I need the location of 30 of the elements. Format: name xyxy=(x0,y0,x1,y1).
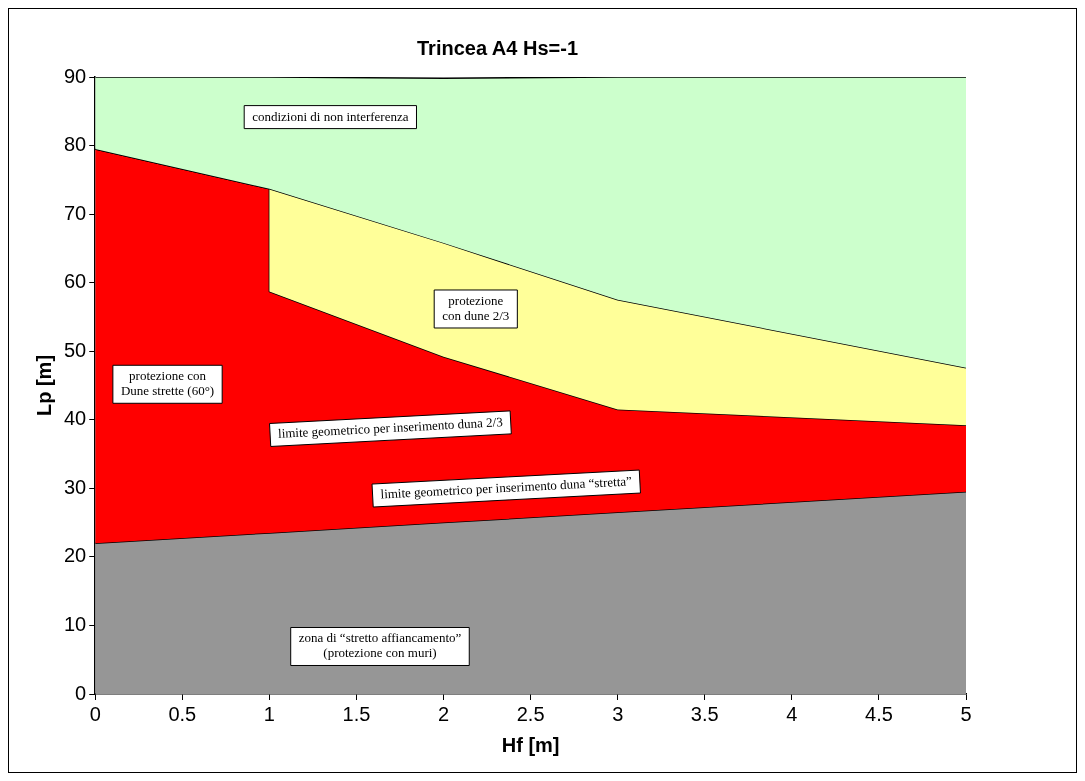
x-tick-label: 4 xyxy=(786,702,798,725)
y-tick-label: 70 xyxy=(64,201,87,224)
annotation: limite geometrico per inserimento duna “stretta” xyxy=(380,473,633,502)
x-tick-label: 2.5 xyxy=(516,702,545,725)
annotation: protezione con dune 2/3 xyxy=(442,292,510,323)
y-tick-label: 50 xyxy=(64,338,87,361)
annotation: limite geometrico per inserimento duna 2/3 xyxy=(277,414,504,441)
x-tick-label: 3 xyxy=(612,702,624,725)
x-tick-label: 0 xyxy=(89,702,101,725)
x-tick-label: 3.5 xyxy=(690,702,719,725)
x-tick-label: 5 xyxy=(960,702,972,725)
y-tick-label: 80 xyxy=(64,133,87,156)
y-tick-label: 60 xyxy=(64,270,87,293)
x-tick-label: 4.5 xyxy=(865,702,893,725)
x-tick-label: 0.5 xyxy=(168,702,197,725)
annotation: protezione con Dune strette (60°) xyxy=(120,368,215,399)
y-tick-label: 10 xyxy=(64,612,87,635)
y-tick-label: 40 xyxy=(64,407,87,430)
y-tick-label: 90 xyxy=(64,64,87,87)
y-tick-label: 20 xyxy=(64,544,87,567)
y-tick-label: 0 xyxy=(75,681,87,704)
x-axis-title: Hf [m] xyxy=(501,733,560,756)
chart-title: Trincea A4 Hs=-1 xyxy=(416,36,579,59)
x-tick-label: 1.5 xyxy=(342,702,371,725)
y-tick-label: 30 xyxy=(64,475,87,498)
annotation: zona di “stretto affiancamento” (protezione con muri) xyxy=(298,630,462,661)
x-tick-label: 2 xyxy=(437,702,450,725)
annotation: condizioni di non interferenza xyxy=(252,108,409,124)
x-tick-label: 1 xyxy=(263,702,275,725)
y-axis-title: Lp [m] xyxy=(32,354,55,417)
